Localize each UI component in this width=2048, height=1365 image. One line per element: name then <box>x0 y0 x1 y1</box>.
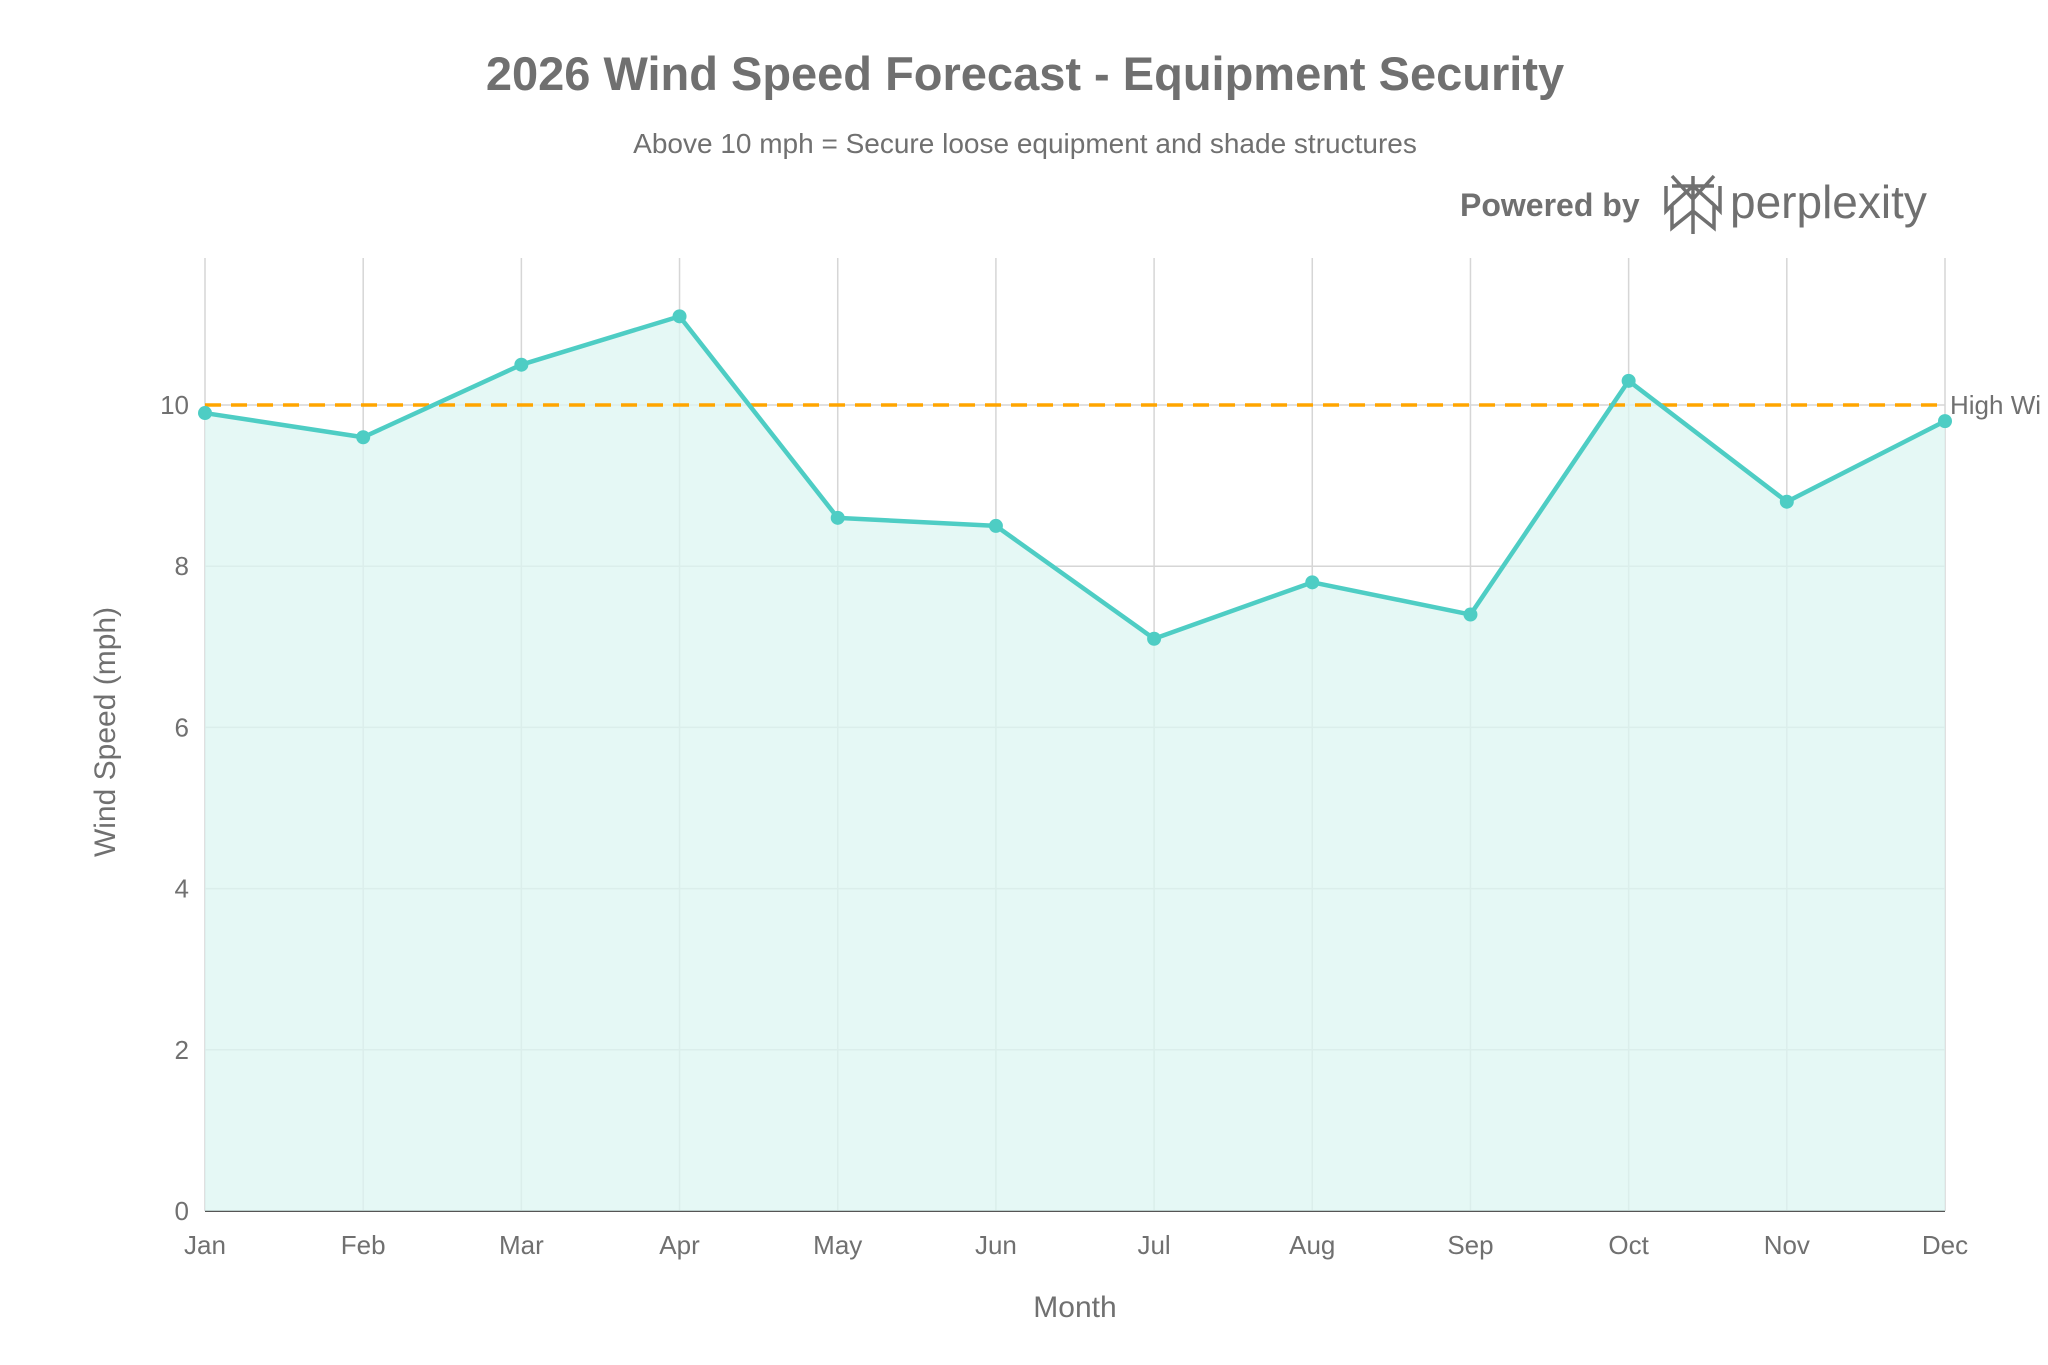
data-point <box>1621 373 1636 388</box>
x-axis-label: Month <box>1033 1291 1116 1324</box>
chart-title: 2026 Wind Speed Forecast - Equipment Sec… <box>486 47 1564 100</box>
data-point <box>1147 631 1162 646</box>
y-tick-label: 2 <box>175 1035 189 1065</box>
x-tick-label: Aug <box>1289 1230 1335 1260</box>
threshold-label: High Wi <box>1950 390 2041 420</box>
x-tick-label: Dec <box>1922 1230 1968 1260</box>
x-axis-ticks: Jan Feb Mar Apr May Jun Jul Aug Sep Oct Nov Dec <box>184 1230 1968 1260</box>
x-tick-label: Mar <box>499 1230 544 1260</box>
data-point <box>514 357 529 372</box>
data-point <box>672 309 687 324</box>
perplexity-logo-text: perplexity <box>1730 176 1927 228</box>
x-tick-label: Feb <box>341 1230 386 1260</box>
chart-subtitle: Above 10 mph = Secure loose equipment an… <box>633 128 1417 159</box>
y-axis-label: Wind Speed (mph) <box>89 607 122 857</box>
y-tick-label: 4 <box>175 874 189 904</box>
data-point <box>1463 607 1478 622</box>
x-tick-label: Apr <box>659 1230 700 1260</box>
perplexity-logo-icon <box>1664 174 1722 234</box>
data-point <box>1305 575 1320 590</box>
y-axis-ticks: 0 2 4 6 8 10 <box>160 390 189 1226</box>
y-tick-label: 6 <box>175 712 189 742</box>
x-tick-label: May <box>813 1230 862 1260</box>
x-tick-label: Jun <box>975 1230 1017 1260</box>
wind-speed-area <box>205 316 1945 1212</box>
data-point <box>988 518 1003 533</box>
data-point <box>830 510 845 525</box>
x-tick-label: Jan <box>184 1230 226 1260</box>
data-points <box>198 309 1952 646</box>
x-tick-label: Sep <box>1447 1230 1493 1260</box>
x-tick-label: Jul <box>1137 1230 1170 1260</box>
threshold-line-group: High Wi <box>205 390 2041 420</box>
x-tick-label: Oct <box>1608 1230 1649 1260</box>
perplexity-branding: Powered by perplexity <box>1460 174 1927 234</box>
data-point <box>1779 494 1794 509</box>
powered-by-label: Powered by <box>1460 187 1640 223</box>
y-tick-label: 10 <box>160 390 189 420</box>
y-tick-label: 0 <box>175 1196 189 1226</box>
y-tick-label: 8 <box>175 551 189 581</box>
wind-speed-line <box>204 314 1947 641</box>
x-tick-label: Nov <box>1764 1230 1810 1260</box>
data-point <box>356 430 371 445</box>
data-point <box>1938 414 1952 429</box>
data-point <box>198 406 212 421</box>
